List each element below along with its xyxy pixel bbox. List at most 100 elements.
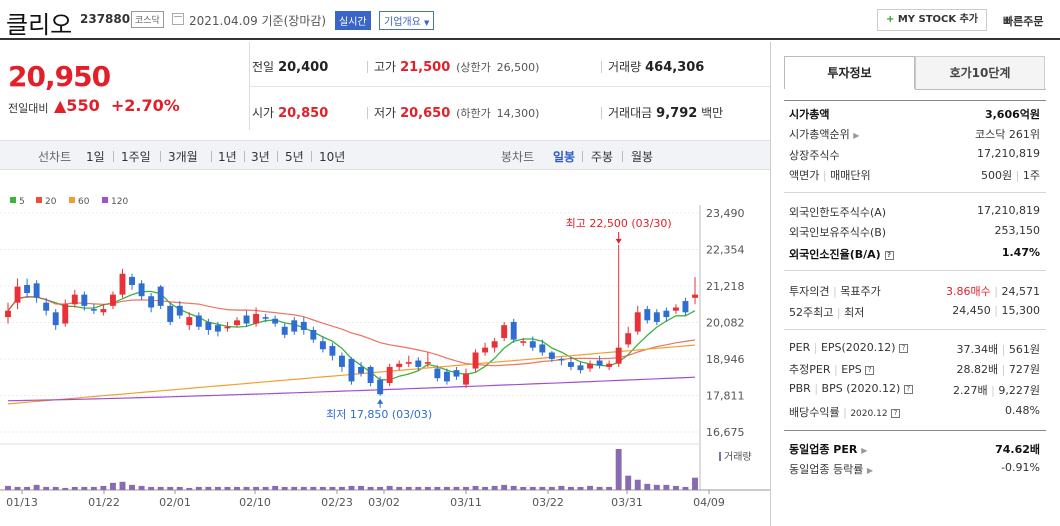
add-mystock-label: MY STOCK 추가 (897, 14, 979, 25)
candle-body (291, 320, 298, 332)
line-chart-label: 선차트 (38, 150, 72, 164)
volume-bar (692, 477, 698, 490)
candle-body (214, 325, 221, 332)
pbr-value-wrap: 2.27배 | 9,227원 (953, 382, 1040, 398)
quick-order-link[interactable]: 빠른주문 (1003, 15, 1044, 28)
candle-body (100, 309, 107, 313)
period-5y[interactable]: 5년 (285, 150, 304, 164)
change-label: 전일대비 (8, 102, 49, 115)
tab-orderbook-10[interactable]: 호가10단계 (915, 56, 1045, 90)
separator: | (994, 285, 998, 298)
x-tick-label: 01/22 (88, 496, 120, 509)
foreign-hold-row: 외국인보유주식수(B) 253,150 (787, 221, 1040, 241)
eps-value: 561원 (1008, 343, 1040, 356)
divider (249, 86, 770, 87)
est-per-label: 추정PER (789, 363, 831, 376)
separator: | (833, 363, 838, 376)
industry-rate-row[interactable]: 동일업종 등락률 ▶ -0.91% (787, 458, 1040, 478)
volume-bar (339, 486, 345, 490)
candle-body (319, 341, 326, 350)
candle-body (81, 294, 88, 306)
help-icon[interactable]: ? (903, 384, 913, 394)
high-value: 21,500 (400, 60, 451, 75)
volume-bar (491, 485, 498, 490)
industry-per-row[interactable]: 동일업종 PER ▶ 74.62배 (787, 438, 1040, 458)
pbr-label: PBR (789, 382, 811, 395)
volume-bar (405, 486, 412, 490)
volume-bar (443, 486, 450, 490)
industry-per-value: 74.62배 (995, 443, 1040, 456)
volume-bar (558, 485, 565, 490)
candle-body (615, 347, 622, 364)
pbr-row: PBR | BPS (2020.12) ? 2.27배 | 9,227원 (787, 379, 1040, 399)
candle-body (663, 310, 670, 318)
separator: | (1015, 169, 1020, 182)
candle-body (634, 312, 641, 332)
help-icon[interactable]: ? (865, 365, 875, 375)
stock-code: 237880 (80, 12, 131, 26)
volume-bar (568, 486, 574, 490)
pbr-label-wrap: PBR | BPS (2020.12) ? (789, 382, 913, 395)
divider (311, 151, 312, 162)
x-tick-label: 02/23 (321, 496, 353, 509)
separator: | (836, 306, 841, 319)
separator: | (991, 384, 995, 397)
foreign-ratio-label-wrap: 외국인소진율(B/A) ? (789, 246, 894, 262)
candle-body (386, 366, 393, 383)
foreign-ratio-row: 외국인소진율(B/A) ? 1.47% (787, 243, 1040, 263)
separator: | (832, 285, 837, 298)
foreign-limit-value: 17,210,819 (977, 204, 1040, 217)
y-tick-label: 17,811 (706, 390, 745, 403)
period-daily[interactable]: 일봉 (553, 150, 576, 164)
open-label: 시가 (252, 106, 275, 120)
period-1w[interactable]: 1주일 (121, 150, 151, 164)
volume-bar (606, 486, 613, 490)
period-3m[interactable]: 3개월 (168, 150, 198, 164)
period-10y[interactable]: 10년 (319, 150, 346, 164)
down-arrow-icon (615, 238, 622, 244)
tab-investment-info[interactable]: 투자정보 (784, 56, 915, 90)
volume-bar (43, 486, 50, 490)
period-weekly[interactable]: 주봉 (591, 150, 614, 164)
volume-bar (319, 486, 326, 490)
period-1d[interactable]: 1일 (86, 150, 105, 164)
open-value: 20,850 (278, 106, 329, 121)
realtime-button[interactable]: 실시간 (335, 11, 371, 30)
change-amount: ▲550 (54, 96, 100, 115)
market-cap-rank-label: 시가총액순위 (789, 128, 850, 141)
legend-label: 60 (78, 197, 90, 207)
candle-body (253, 313, 260, 324)
divider (113, 151, 114, 162)
period-1y[interactable]: 1년 (218, 150, 237, 164)
company-overview-dropdown[interactable]: 기업개요 ▼ (379, 11, 435, 30)
week52-low-label: 최저 (844, 306, 865, 319)
help-icon[interactable]: ? (884, 250, 894, 260)
candlestick-chart[interactable]: 5 20 60 120 23,490 22,354 21,218 20,082 18,946 17… (0, 170, 770, 526)
add-mystock-button[interactable]: + MY STOCK 추가 (877, 9, 987, 31)
per-row: PER | EPS(2020.12) ? 37.34배 | 561원 (787, 338, 1040, 358)
period-3y[interactable]: 3년 (251, 150, 270, 164)
volume-bar (119, 481, 126, 490)
candle-body (367, 366, 374, 383)
industry-per-label-wrap: 동일업종 PER ▶ (789, 441, 867, 457)
market-cap-rank-label-wrap: 시가총액순위 ▶ (789, 126, 859, 142)
volume-bar (539, 486, 546, 490)
week52-label-wrap: 52주최고 | 최저 (789, 304, 864, 320)
legend-label: 5 (19, 197, 25, 207)
help-icon[interactable]: ? (899, 343, 909, 353)
volume-bar (520, 486, 527, 490)
divider (784, 192, 1046, 193)
trade-amount: 거래대금 9,792 백만 (608, 104, 723, 121)
market-cap-rank-value: 코스닥 261위 (975, 128, 1040, 141)
help-icon[interactable]: ? (891, 408, 901, 418)
period-monthly[interactable]: 월봉 (631, 150, 654, 164)
candle-body (415, 360, 422, 367)
divider (784, 100, 1046, 101)
volume-bar (367, 486, 374, 490)
period-toolbar: 선차트 1일 1주일 3개월 1년 3년 5년 10년 봉차트 일봉 주봉 월봉 (0, 140, 770, 170)
volume-bar (587, 485, 593, 490)
candle-body (329, 346, 336, 356)
market-cap-rank-row[interactable]: 시가총액순위 ▶ 코스닥 261위 (787, 123, 1040, 143)
volume-bar (672, 485, 679, 490)
volume-bar (463, 486, 469, 490)
